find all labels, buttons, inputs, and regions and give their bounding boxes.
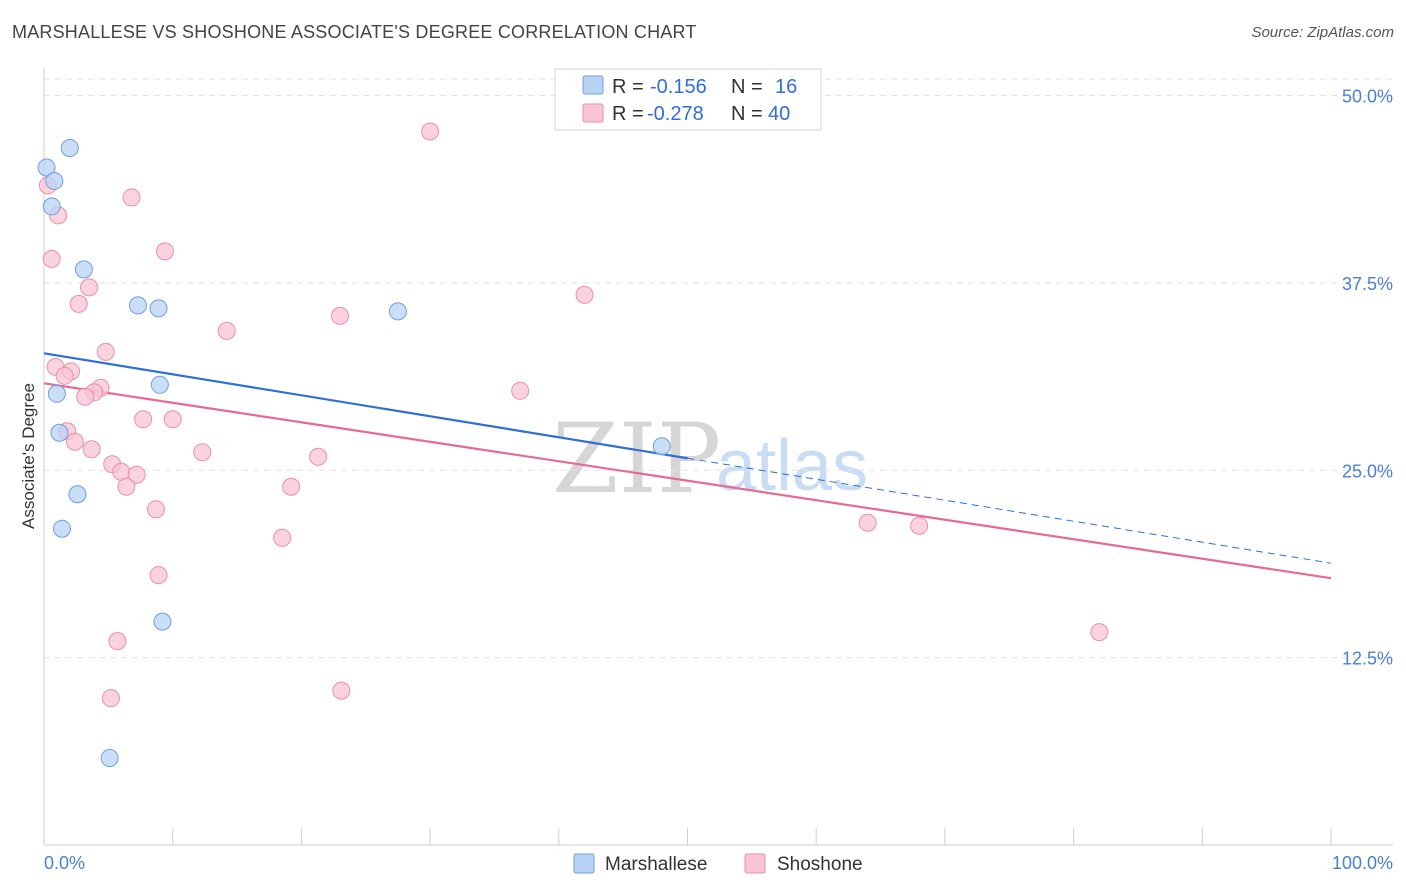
shoshone-point-17 [76,387,95,406]
y-tick-label-2: 37.5% [1342,274,1393,294]
marshallese-point-15 [652,437,671,456]
shoshone-point-9 [331,306,350,325]
shoshone-point-37 [108,632,127,651]
trend-lines [43,352,1332,580]
legend-n-value-1: 16 [775,76,797,98]
marshallese-point-4 [74,260,93,279]
legend-r-label-1: R = [612,76,644,98]
shoshone-point-6 [80,278,99,297]
shoshone-point-11 [96,342,115,361]
x-ticks [43,828,1332,845]
shoshone-point-5 [42,249,61,268]
shoshone-point-30 [282,477,301,496]
stats-legend: R = -0.156 N = 16 R = -0.278 N = 40 [554,68,822,131]
source-credit: Source: ZipAtlas.com [1251,24,1394,41]
watermark-zip: ZIP [552,403,721,515]
shoshone-points [38,122,1109,708]
shoshone-point-2 [122,188,141,207]
shoshone-trend-line [43,382,1332,580]
legend-r-value-1: -0.156 [650,76,707,98]
series-legend: Marshallese Shoshone [573,853,863,875]
shoshone-point-25 [309,447,328,466]
x-tick-label-max: 100.0% [1332,853,1393,873]
y-tick-label-1: 25.0% [1342,461,1393,481]
marshallese-point-8 [47,384,66,403]
marshallese-legend-swatch [582,75,604,95]
marshallese-point-6 [149,299,168,318]
marshallese-point-11 [68,485,87,504]
bottom-legend-shoshone-label: Shoshone [777,854,863,875]
marshallese-point-10 [50,423,69,442]
axes [43,68,1393,846]
gridlines [44,78,1393,659]
watermark-atlas: atlas [716,426,868,506]
y-tick-labels: 12.5% 25.0% 37.5% 50.0% [1342,87,1393,669]
shoshone-point-10 [217,321,236,340]
shoshone-point-39 [101,689,120,708]
shoshone-point-23 [82,440,101,459]
y-tick-label-3: 50.0% [1342,87,1393,107]
marshallese-trend-extension [687,457,1332,564]
marshallese-trend-line [43,352,688,460]
shoshone-point-33 [910,516,929,535]
shoshone-point-34 [273,528,292,547]
shoshone-point-7 [575,285,594,304]
shoshone-point-31 [146,500,165,519]
shoshone-point-35 [149,566,168,585]
marshallese-point-0 [37,158,56,177]
y-axis-label: Associate's Degree [19,383,38,529]
bottom-legend-marshallese-swatch [573,853,595,874]
marshallese-points [37,138,671,768]
legend-n-label-2: N = [731,103,763,125]
shoshone-point-19 [134,410,153,429]
shoshone-point-29 [117,477,136,496]
bottom-legend-shoshone-swatch [744,853,766,874]
shoshone-legend-swatch [582,103,604,123]
marshallese-point-7 [388,302,407,321]
shoshone-point-0 [421,122,440,141]
legend-n-label-1: N = [731,76,763,98]
marshallese-point-12 [53,519,72,538]
shoshone-point-4 [155,242,174,261]
shoshone-point-32 [858,513,877,532]
shoshone-point-28 [127,465,146,484]
shoshone-point-24 [193,443,212,462]
legend-n-value-2: 40 [768,103,790,125]
marshallese-point-5 [128,296,147,315]
chart-title: MARSHALLESE VS SHOSHONE ASSOCIATE'S DEGR… [12,22,697,42]
marshallese-point-1 [60,138,79,157]
legend-r-value-2: -0.278 [647,103,704,125]
marshallese-point-14 [100,749,119,768]
shoshone-point-14 [55,366,74,385]
x-tick-label-min: 0.0% [44,853,85,873]
shoshone-point-22 [65,432,84,451]
shoshone-point-27 [112,462,131,481]
shoshone-point-38 [332,681,351,700]
marshallese-point-2 [45,171,64,190]
shoshone-point-20 [163,410,182,429]
legend-r-label-2: R = [612,103,644,125]
marshallese-point-13 [153,612,172,631]
marshallese-point-9 [150,375,169,394]
shoshone-point-18 [511,381,530,400]
bottom-legend-marshallese-label: Marshallese [605,854,707,875]
marshallese-point-3 [42,197,61,216]
shoshone-point-36 [1090,623,1109,642]
y-tick-label-0: 12.5% [1342,649,1393,669]
shoshone-point-8 [69,294,88,313]
